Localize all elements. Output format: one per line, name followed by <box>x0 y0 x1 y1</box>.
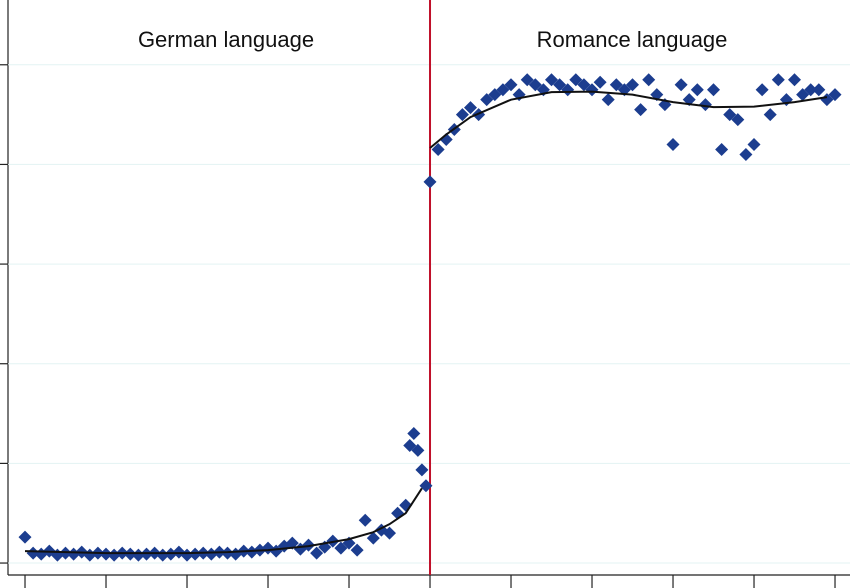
data-point <box>796 88 810 102</box>
data-point <box>609 78 623 92</box>
data-point <box>411 443 425 457</box>
data-point <box>642 73 656 87</box>
data-point <box>577 78 591 92</box>
data-point <box>188 547 202 561</box>
data-point <box>403 438 417 452</box>
data-point <box>415 463 429 477</box>
data-point <box>383 526 397 540</box>
data-point <box>715 142 729 156</box>
data-point <box>545 73 559 87</box>
data-point <box>528 78 542 92</box>
data-point <box>569 73 583 87</box>
data-point <box>407 426 421 440</box>
data-point <box>723 108 737 122</box>
data-point <box>26 546 40 560</box>
data-point <box>666 137 680 151</box>
data-point <box>455 108 469 122</box>
data-point <box>358 513 372 527</box>
data-point <box>131 548 145 562</box>
data-point <box>520 73 534 87</box>
data-point <box>634 103 648 117</box>
data-point <box>285 536 299 550</box>
data-point <box>690 83 704 97</box>
data-point <box>674 78 688 92</box>
data-point <box>771 73 785 87</box>
fit-line <box>24 487 423 555</box>
data-point <box>755 83 769 97</box>
data-point <box>763 108 777 122</box>
data-point <box>707 83 721 97</box>
data-point <box>156 548 170 562</box>
data-point <box>310 546 324 560</box>
data-point <box>747 137 761 151</box>
data-point <box>585 83 599 97</box>
data-point <box>731 113 745 127</box>
data-point <box>334 541 348 555</box>
data-point <box>423 175 437 189</box>
data-point <box>698 98 712 112</box>
data-point <box>18 530 32 544</box>
data-point <box>504 78 518 92</box>
data-point <box>820 93 834 107</box>
data-point <box>269 544 283 558</box>
data-point <box>804 83 818 97</box>
data-point <box>828 88 842 102</box>
data-point <box>350 543 364 557</box>
data-point <box>245 545 259 559</box>
data-point <box>464 101 478 115</box>
data-point <box>593 75 607 89</box>
data-point <box>496 83 510 97</box>
data-point <box>788 73 802 87</box>
data-point <box>626 78 640 92</box>
fit-line <box>429 90 828 149</box>
data-point <box>480 93 494 107</box>
data-point <box>180 548 194 562</box>
data-point <box>419 479 433 493</box>
data-point <box>366 531 380 545</box>
data-point <box>488 88 502 102</box>
data-point <box>812 83 826 97</box>
data-point <box>431 142 445 156</box>
data-point <box>739 147 753 161</box>
annotation: Romance language <box>537 27 728 52</box>
data-point <box>601 93 615 107</box>
data-point <box>553 78 567 92</box>
annotation: German language <box>138 27 314 52</box>
